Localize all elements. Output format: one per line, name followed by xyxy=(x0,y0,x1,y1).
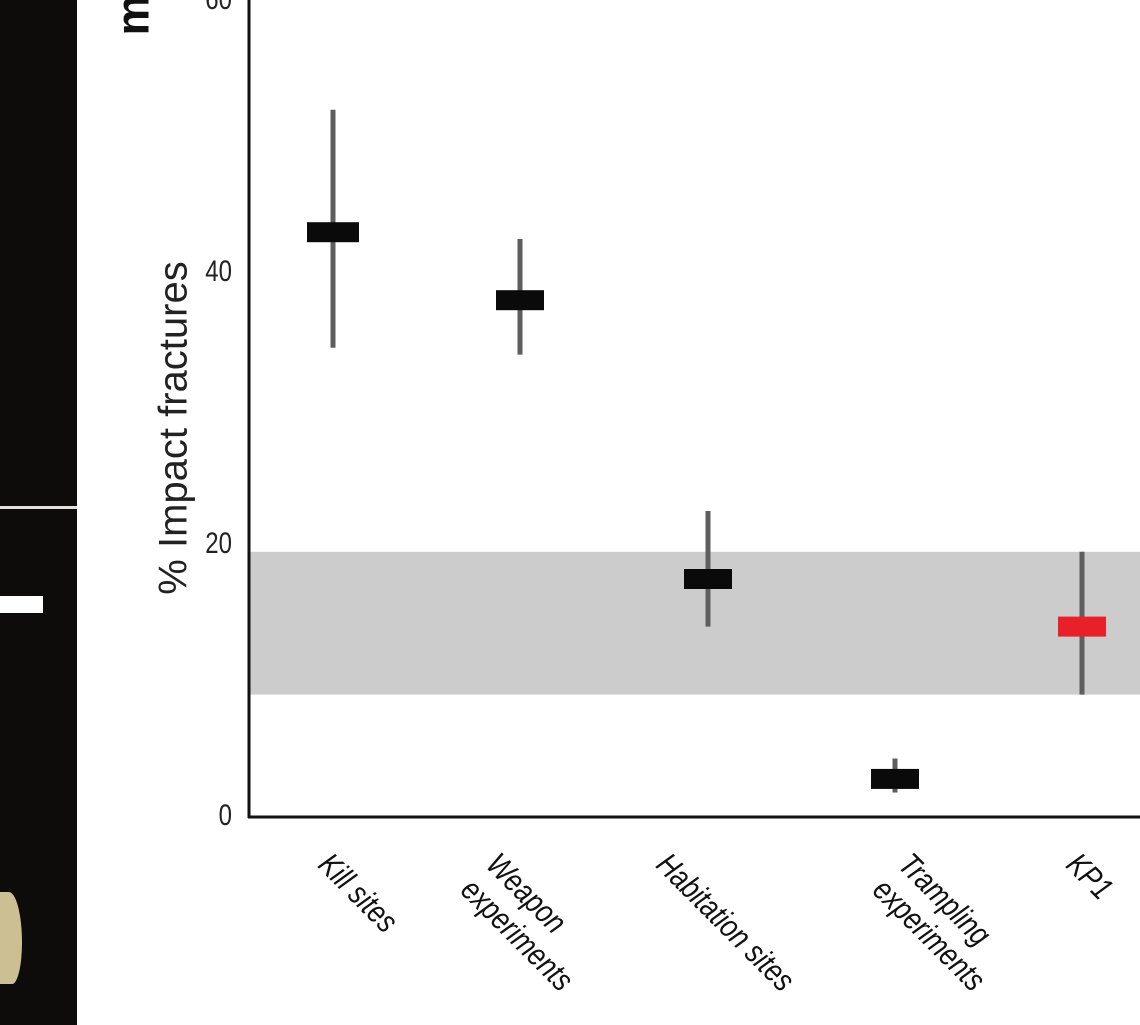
bone-fragment-image xyxy=(0,892,22,984)
adjacent-photo-panel xyxy=(0,0,77,1025)
y-tick-label: 0 xyxy=(219,797,232,831)
x-category-label: Kill sites xyxy=(311,847,404,940)
x-category-label-line: KP1 xyxy=(1059,847,1119,907)
scale-bar xyxy=(0,596,43,613)
mean-marker xyxy=(871,768,919,789)
x-category-label-line: Habitation sites xyxy=(649,847,801,999)
mean-marker xyxy=(496,290,544,311)
y-tick-label: 40 xyxy=(205,253,232,287)
mean-marker xyxy=(1058,616,1106,637)
y-tick-label: 20 xyxy=(205,525,232,559)
y-tick-label: 60 xyxy=(205,0,232,16)
marks-layer xyxy=(307,109,1106,793)
mean-marker xyxy=(307,222,359,243)
axes-layer: 0 20 40 60 xyxy=(205,0,1140,832)
photo-divider xyxy=(0,506,77,509)
x-category-label: Habitation sites xyxy=(649,847,801,999)
x-category-label-line: Kill sites xyxy=(311,847,404,940)
x-category-label: KP1 xyxy=(1059,847,1119,907)
mean-marker xyxy=(684,569,732,589)
